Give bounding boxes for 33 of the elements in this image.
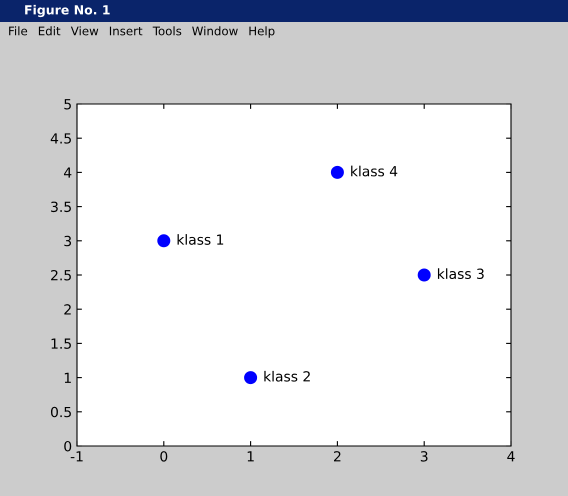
y-tick-label: 3.5 xyxy=(51,202,71,212)
y-tick-label: 4 xyxy=(64,168,72,178)
text: Help xyxy=(249,26,275,38)
x-tick-label: 0 xyxy=(160,451,168,462)
point xyxy=(157,234,170,248)
point xyxy=(418,268,431,282)
y-tick-label: 2 xyxy=(64,304,71,314)
text: Tools xyxy=(152,26,182,36)
annotation: klass 2 xyxy=(264,370,310,382)
annotation: klass 1 xyxy=(178,234,224,245)
text: File xyxy=(9,26,28,36)
point xyxy=(330,166,344,179)
x-tick-label: 1 xyxy=(248,451,254,462)
y-tick-label: 0 xyxy=(64,440,72,452)
annotation: klass 3 xyxy=(438,268,484,280)
chart-title: Figure No. 1 xyxy=(25,4,110,18)
text: Edit xyxy=(38,26,60,36)
x-tick-label: 3 xyxy=(420,451,428,462)
annotation: klass 4 xyxy=(351,166,398,176)
text: Insert xyxy=(110,26,142,36)
y-tick-label: 3 xyxy=(64,236,72,246)
x-tick-label: -1 xyxy=(70,451,83,462)
y-tick-label: 1.5 xyxy=(52,338,71,349)
x-tick-label: 2 xyxy=(334,451,340,462)
y-tick-label: 0.5 xyxy=(50,406,71,418)
x-tick-label: 4 xyxy=(507,451,515,462)
point xyxy=(244,371,258,384)
y-tick-label: 4.5 xyxy=(50,133,71,144)
text: Window xyxy=(192,26,238,36)
text: View xyxy=(70,26,98,36)
y-tick-label: 2.5 xyxy=(51,270,71,280)
y-tick-label: 5 xyxy=(64,99,71,110)
y-tick-label: 1 xyxy=(64,372,71,383)
